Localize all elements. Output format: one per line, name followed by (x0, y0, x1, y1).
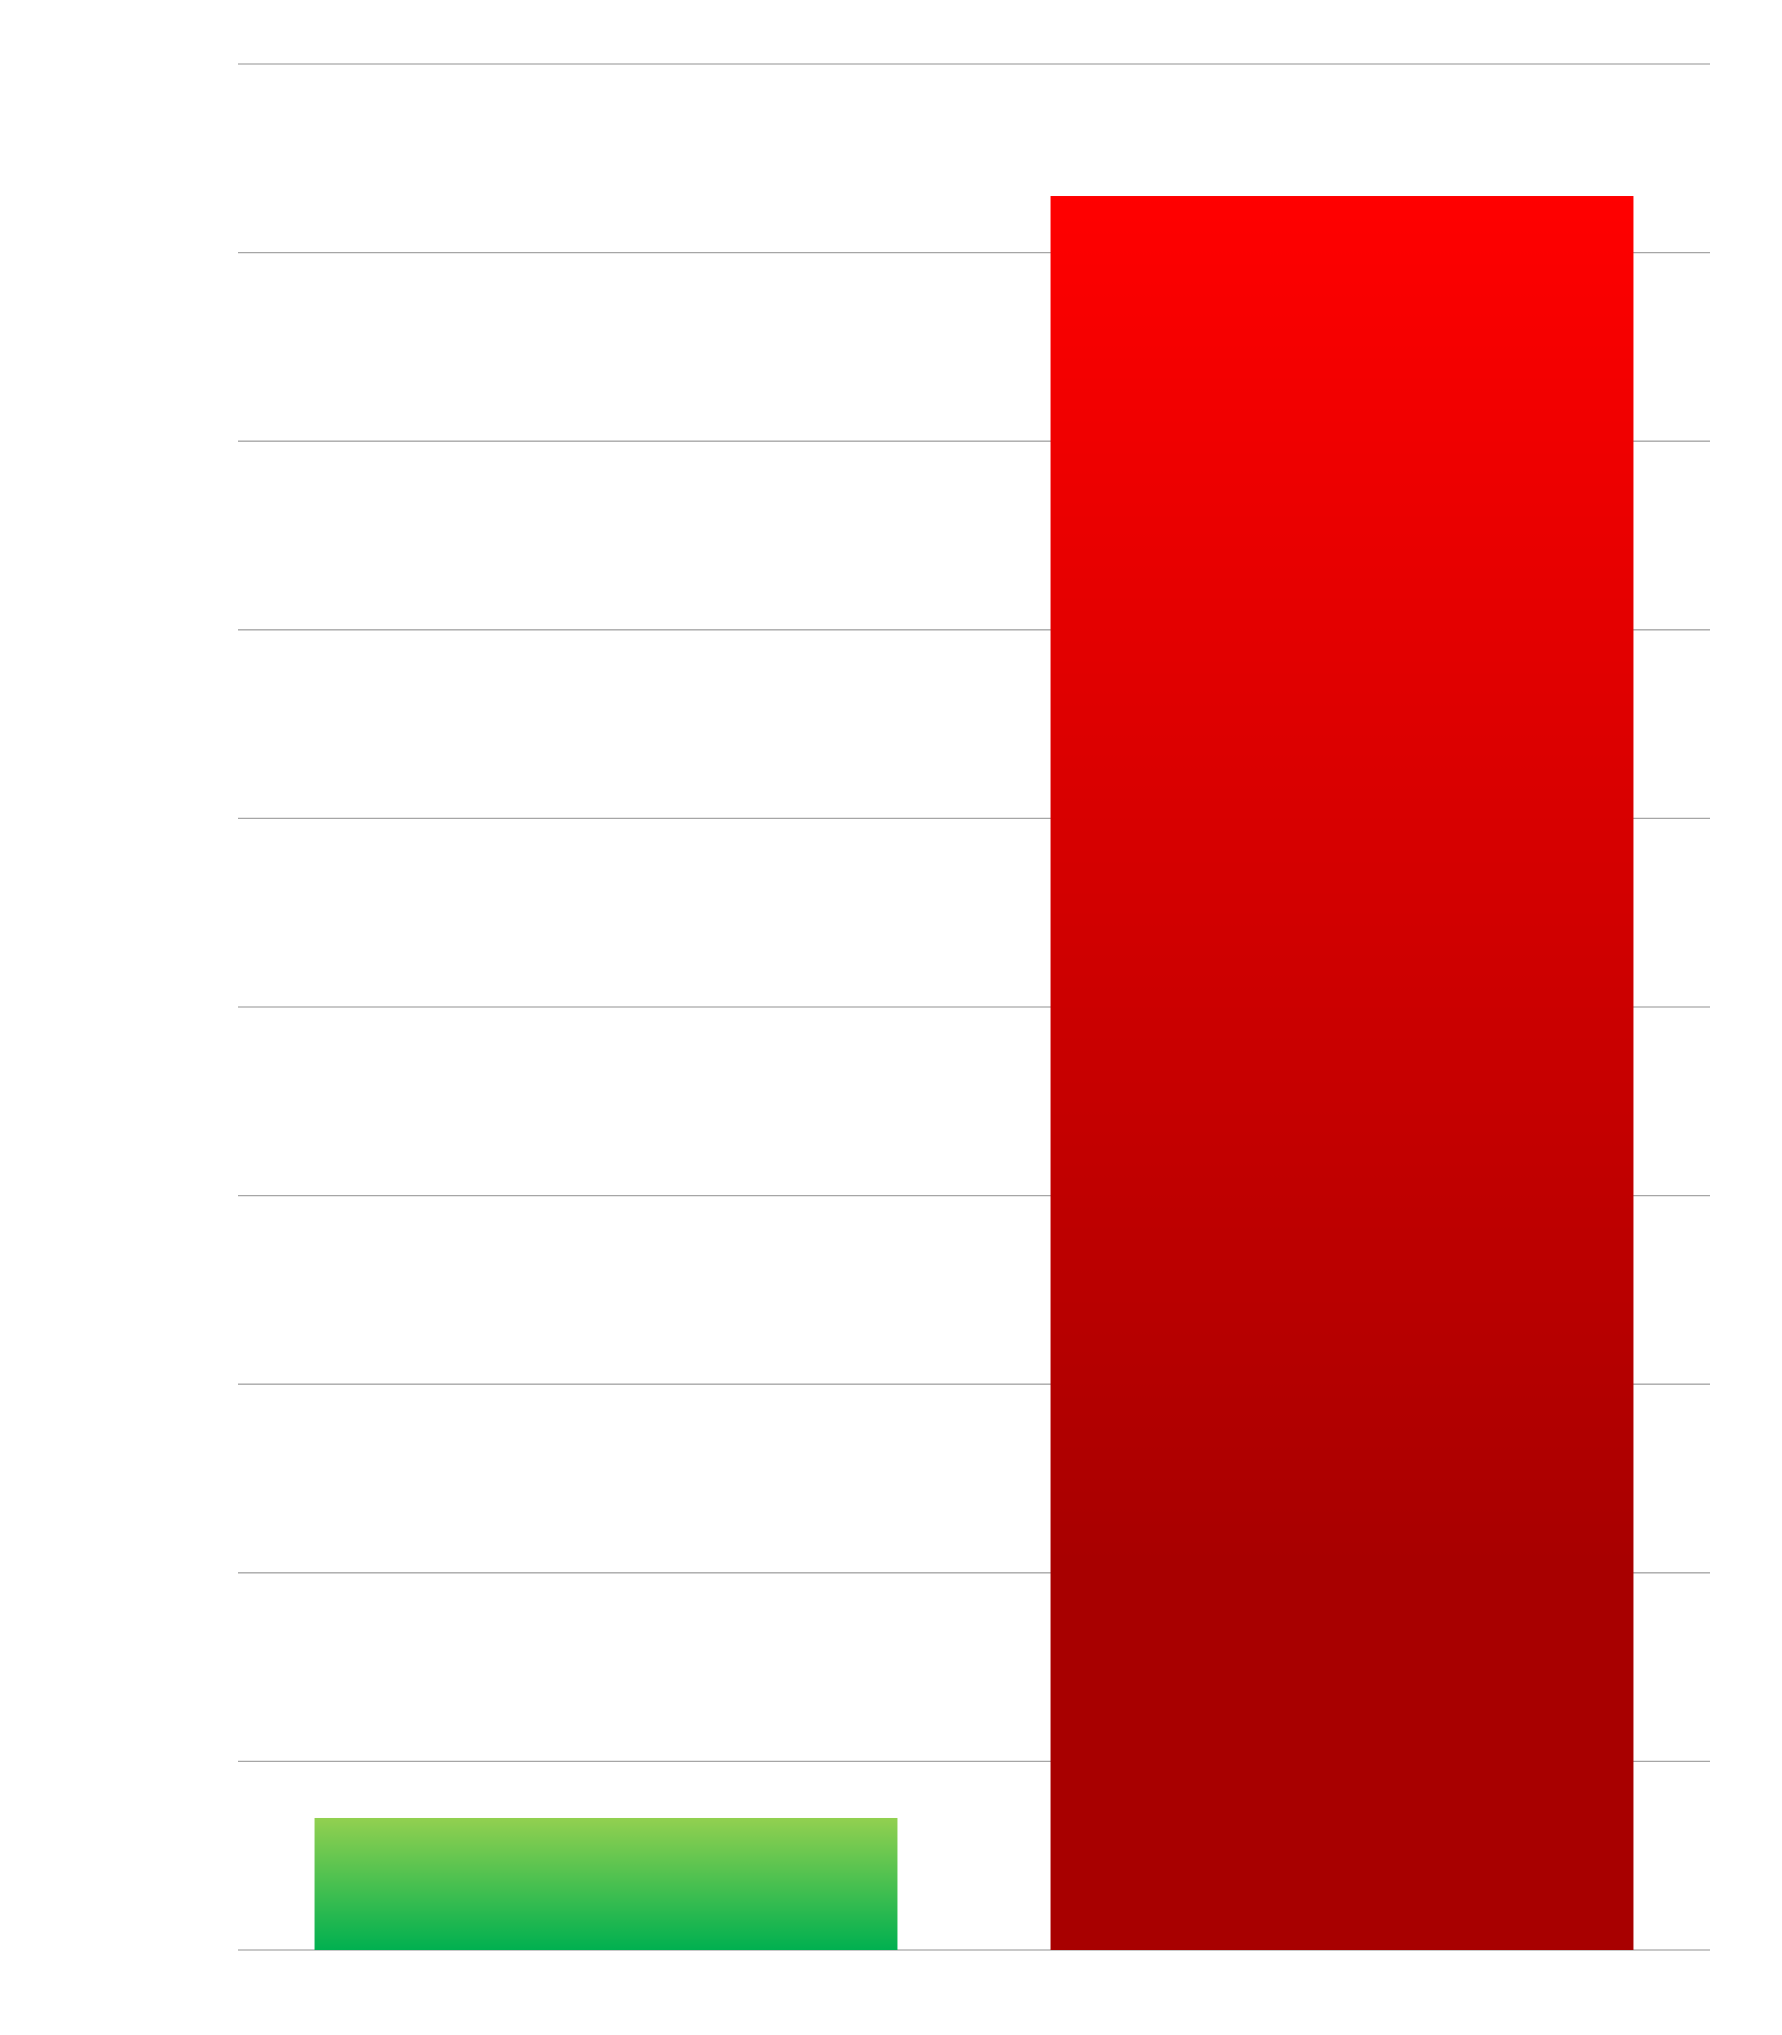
bar-1 (314, 1817, 898, 1950)
bars (314, 196, 1634, 1950)
bar-2 (1050, 196, 1634, 1950)
